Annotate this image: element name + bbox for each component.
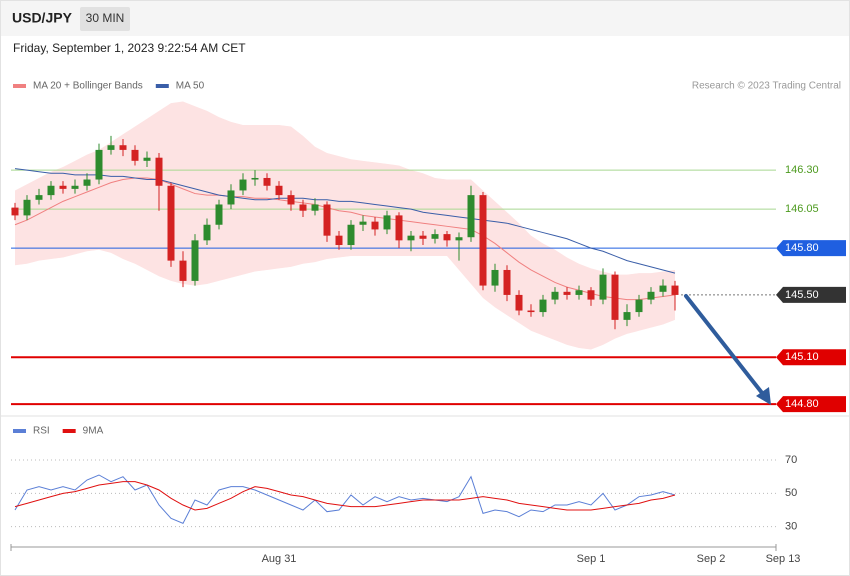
candle-body (575, 290, 583, 295)
candle-body (647, 291, 655, 300)
candle-body (311, 204, 319, 211)
candle-body (623, 312, 631, 320)
candle-body (227, 190, 235, 205)
level-badge (776, 286, 846, 303)
forecast-arrow (684, 294, 768, 400)
datetime: Friday, September 1, 2023 9:22:54 AM CET (13, 41, 246, 55)
candle-body (611, 274, 619, 320)
candle-body (299, 204, 307, 211)
candle-body (659, 285, 667, 292)
candle-body (503, 269, 511, 295)
header-bar (1, 1, 849, 36)
x-tick-label: Sep 2 (697, 553, 726, 565)
x-tick-label: Sep 1 (577, 553, 606, 565)
x-tick-label: Sep 13 (766, 553, 801, 565)
candle-body (191, 240, 199, 281)
candle-body (635, 299, 643, 313)
rsi-line (14, 481, 676, 511)
candle-body (491, 269, 499, 286)
candle-body (395, 215, 403, 241)
level-label: 144.80 (785, 398, 819, 410)
candle-body (275, 185, 283, 196)
candle-body (359, 221, 367, 225)
candle-body (263, 177, 271, 186)
candle-body (599, 274, 607, 300)
candle-body (215, 204, 223, 225)
symbol: USD/JPY (12, 10, 73, 26)
interval[interactable]: 30 MIN (86, 11, 125, 25)
price-layer: 146.30 146.05 145.80 145.50 145.10 144.80 MA 2… (11, 81, 846, 413)
candle-body (383, 215, 391, 230)
ma-line (14, 168, 676, 274)
candle-body (59, 185, 67, 189)
forecast-arrow-head (756, 387, 771, 405)
candle-body (455, 237, 463, 241)
legend-swatch (13, 429, 26, 433)
candle-body (443, 234, 451, 241)
candle-body (35, 195, 43, 200)
candle-body (11, 207, 19, 216)
y-tick-label: 30 (785, 521, 797, 533)
candle-body (83, 179, 91, 186)
legend-swatch (13, 84, 26, 88)
candle-body (47, 185, 55, 196)
candle-body (407, 235, 415, 241)
candle-body (671, 285, 679, 295)
candle-body (239, 179, 247, 191)
level-badge (776, 396, 846, 413)
candle-body (467, 195, 475, 238)
candle-body (71, 185, 79, 189)
level-label: 145.50 (785, 289, 819, 301)
legend-label: MA 50 (176, 81, 205, 92)
candle-body (515, 294, 523, 311)
candle-body (551, 291, 559, 300)
level-badge (776, 349, 846, 366)
candle-body (203, 224, 211, 241)
candle-body (419, 235, 427, 239)
rsi-line (14, 474, 676, 524)
candle-body (563, 291, 571, 295)
level-label: 145.80 (785, 242, 819, 254)
candle-body (251, 177, 259, 180)
candle-body (23, 199, 31, 216)
candle-body (371, 221, 379, 230)
candle-body (479, 195, 487, 286)
candle-body (587, 290, 595, 300)
candle-body (167, 185, 175, 261)
candle-body (107, 145, 115, 150)
candle-body (287, 195, 295, 205)
legend-swatch (62, 429, 76, 433)
level-label: 146.30 (785, 164, 819, 176)
credit: Research © 2023 Trading Central (692, 81, 841, 92)
ma-line (14, 177, 676, 301)
candle-body (347, 224, 355, 246)
legend-swatch (155, 84, 169, 88)
rsi-layer: 70 50 30 RSI 9MA Aug 31 Sep 1 Sep 2 Sep 13 (10, 426, 801, 565)
legend-label: MA 20 + Bollinger Bands (33, 81, 143, 92)
candle-body (527, 310, 535, 313)
legend-label: RSI (33, 426, 50, 437)
y-tick-label: 70 (785, 454, 797, 466)
candle-body (335, 235, 343, 246)
y-tick-label: 50 (785, 487, 797, 499)
candle-body (95, 149, 103, 180)
candle-body (539, 299, 547, 313)
level-badge (776, 240, 846, 257)
legend-label: 9MA (83, 426, 104, 437)
level-label: 146.05 (785, 203, 819, 215)
x-tick-label: Aug 31 (262, 553, 297, 565)
interval-box[interactable] (80, 7, 130, 31)
candle-body (131, 149, 139, 161)
candle-body (143, 157, 151, 161)
level-label: 145.10 (785, 351, 819, 363)
candle-body (179, 260, 187, 281)
candle-body (431, 234, 439, 239)
candle-body (323, 204, 331, 236)
candle-body (155, 157, 163, 186)
candle-body (119, 145, 127, 150)
